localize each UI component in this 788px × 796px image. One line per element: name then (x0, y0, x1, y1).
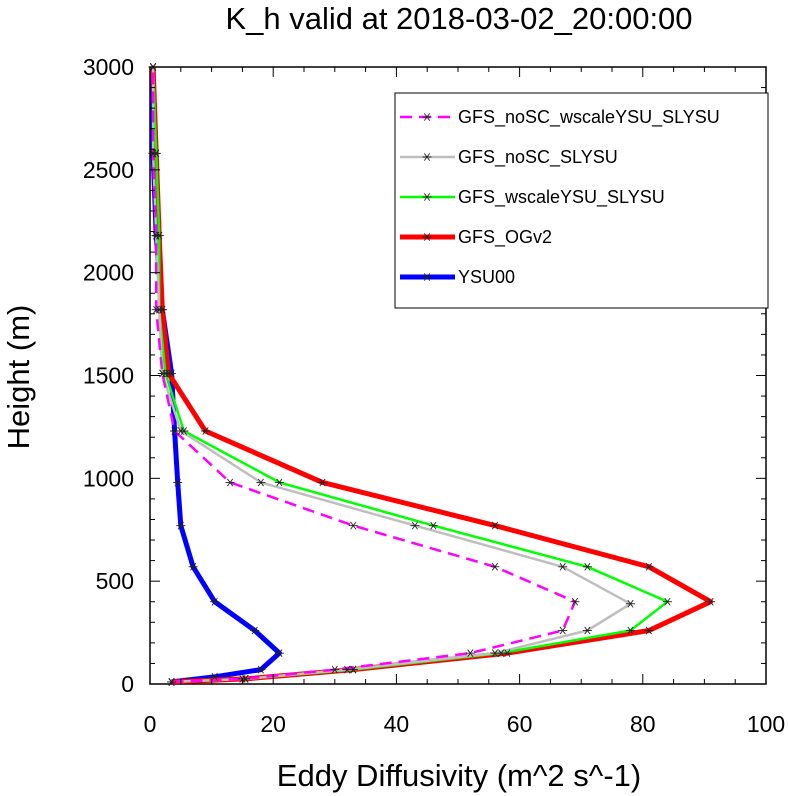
y-tick-label: 2500 (83, 157, 134, 183)
legend-entry: GFS_OGv2 (400, 227, 552, 248)
data-point (490, 521, 500, 530)
data-point (644, 562, 654, 571)
legend-label: GFS_OGv2 (458, 227, 552, 248)
legend-marker (422, 113, 432, 121)
data-point (256, 478, 266, 487)
data-point (410, 521, 420, 530)
y-tick-label: 3000 (83, 54, 134, 80)
data-point (706, 597, 716, 606)
data-point (167, 678, 177, 686)
data-point (237, 674, 247, 683)
data-point (582, 626, 592, 635)
data-point (317, 478, 327, 487)
x-tick-label: 20 (260, 711, 286, 737)
data-point (428, 521, 438, 530)
legend-box (394, 92, 769, 309)
data-point (644, 626, 654, 635)
y-tick-label: 2000 (83, 260, 134, 286)
legend-entry: YSU00 (400, 267, 515, 287)
y-tick-label: 0 (121, 671, 134, 697)
legend-marker (422, 273, 432, 281)
legend-label: YSU00 (458, 267, 515, 287)
data-point (148, 149, 158, 158)
data-point (256, 665, 266, 674)
series-line-gfs-nosc-wscaleysu-slysu (151, 67, 577, 684)
data-point (582, 562, 592, 571)
y-tick-label: 1500 (83, 363, 134, 389)
data-point (151, 231, 161, 240)
data-point (250, 626, 260, 635)
x-tick-label: 60 (507, 711, 533, 737)
data-point (465, 649, 475, 658)
data-point (342, 665, 352, 674)
data-point (662, 597, 672, 606)
x-tick-label: 0 (144, 711, 157, 737)
data-point (348, 521, 358, 530)
data-point (558, 562, 568, 571)
legend-label: GFS_wscaleYSU_SLYSU (458, 187, 665, 208)
data-point (176, 521, 186, 530)
data-point (625, 626, 635, 635)
x-tick-label: 100 (747, 711, 785, 737)
data-point (625, 599, 635, 608)
x-tick-label: 40 (384, 711, 410, 737)
legend-marker (422, 193, 432, 201)
data-point (330, 665, 340, 674)
data-point (210, 597, 220, 606)
legend-label: GFS_noSC_wscaleYSU_SLYSU (458, 107, 720, 128)
data-point (570, 597, 580, 606)
y-axis-label: Height (m) (1, 305, 36, 450)
legend-label: GFS_noSC_SLYSU (458, 147, 618, 168)
axis-ticks (149, 66, 767, 685)
legend-marker (422, 153, 432, 161)
x-tick-label: 80 (630, 711, 656, 737)
y-tick-label: 1000 (83, 465, 134, 491)
data-point (200, 427, 210, 435)
data-point (188, 562, 198, 571)
legend-entry: GFS_noSC_wscaleYSU_SLYSU (400, 107, 720, 128)
data-point (490, 649, 500, 658)
legend: GFS_noSC_wscaleYSU_SLYSU GFS_noSC_SLYSU GF… (394, 92, 769, 309)
data-point (173, 478, 183, 487)
data-point (274, 478, 284, 487)
data-point (157, 369, 167, 378)
y-tick-label: 500 (96, 568, 134, 594)
data-point (225, 478, 235, 487)
data-point (558, 626, 568, 635)
x-axis-label: Eddy Diffusivity (m^2 s^-1) (277, 758, 641, 793)
data-point (170, 427, 180, 435)
legend-entry: GFS_noSC_SLYSU (400, 147, 618, 168)
data-point (210, 672, 220, 681)
data-point (490, 562, 500, 571)
legend-marker (422, 233, 432, 241)
chart-title: K_h valid at 2018-03-02_20:00:00 (225, 1, 692, 36)
data-point (151, 305, 161, 314)
legend-entry: GFS_wscaleYSU_SLYSU (400, 187, 665, 208)
data-point (274, 649, 284, 658)
